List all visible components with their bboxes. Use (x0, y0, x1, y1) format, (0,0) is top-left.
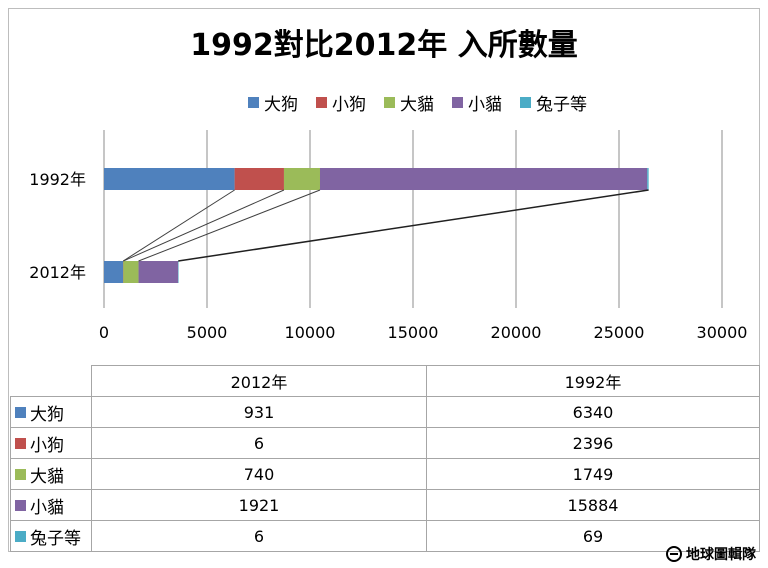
table-row-label: 兔子等 (10, 520, 92, 552)
table-series-name: 小貓 (30, 497, 64, 518)
table-row: 小貓 1921 15884 (10, 489, 760, 521)
x-tick-label: 15000 (388, 323, 439, 342)
legend-label: 小貓 (468, 94, 502, 115)
table-cell-1992: 6340 (426, 396, 760, 428)
y-tick-label: 2012年 (29, 263, 86, 282)
x-tick-label: 30000 (697, 323, 748, 342)
legend-swatch (452, 96, 463, 108)
table-series-name: 小狗 (30, 435, 64, 456)
series-line-0 (122, 189, 235, 262)
legend-label: 大貓 (400, 94, 434, 115)
legend-swatch (316, 96, 327, 108)
bar-chart: 0 5000 10000 15000 20000 25000 30000 1992年 2012年 (29, 130, 748, 342)
legend-label: 小狗 (332, 94, 366, 115)
legend-swatch (520, 96, 531, 108)
watermark: 地球圖輯隊 (666, 544, 756, 564)
bar-1-0 (104, 261, 124, 283)
bar-0-2 (283, 168, 320, 190)
table-swatch (15, 406, 26, 418)
table-row-label: 大貓 (10, 458, 92, 490)
bar-0-0 (104, 168, 235, 190)
table-cell-2012: 1921 (91, 489, 427, 521)
legend-item: 兔子等 (520, 90, 587, 115)
data-table: 2012年 1992年 大狗 931 6340 小狗 6 2396 大貓 740 1749 小貓 1… (10, 365, 760, 552)
legend: 大狗 小狗 大貓 小貓 兔子等 (248, 90, 605, 115)
table-header-2012: 2012年 (91, 365, 427, 397)
bar-0-3 (319, 168, 648, 190)
bar-1-2 (123, 261, 139, 283)
watermark-text: 地球圖輯隊 (686, 547, 756, 563)
x-tick-label: 20000 (491, 323, 542, 342)
table-row: 小狗 6 2396 (10, 427, 760, 459)
x-tick-label: 10000 (285, 323, 336, 342)
legend-item: 大貓 (384, 90, 434, 115)
table-cell-2012: 931 (91, 396, 427, 428)
legend-item: 小狗 (316, 90, 366, 115)
legend-swatch (248, 96, 259, 108)
table-row-label: 大狗 (10, 396, 92, 428)
bar-0-1 (234, 168, 284, 190)
legend-label: 兔子等 (536, 94, 587, 115)
series-line-2 (138, 189, 321, 262)
globe-icon (666, 546, 682, 562)
table-corner (10, 365, 92, 397)
table-cell-1992: 69 (426, 520, 760, 552)
table-row: 大狗 931 6340 (10, 396, 760, 428)
legend-swatch (384, 96, 395, 108)
table-cell-1992: 1749 (426, 458, 760, 490)
table-cell-2012: 6 (91, 427, 427, 459)
table-swatch (15, 437, 26, 449)
bar-1-4 (178, 261, 179, 283)
x-tick-label: 0 (99, 323, 109, 342)
legend-item: 小貓 (452, 90, 502, 115)
bar-0-4 (647, 168, 649, 190)
legend-item: 大狗 (248, 90, 298, 115)
table-swatch (15, 468, 26, 480)
table-header-1992: 1992年 (426, 365, 760, 397)
table-series-name: 兔子等 (30, 528, 81, 549)
x-tick-label: 5000 (187, 323, 228, 342)
table-row: 兔子等 6 69 (10, 520, 760, 552)
legend-label: 大狗 (264, 94, 298, 115)
series-line-1 (123, 189, 285, 262)
series-line-total (178, 189, 649, 262)
chart-title: 1992對比2012年 入所數量 (190, 28, 578, 63)
table-cell-2012: 6 (91, 520, 427, 552)
table-swatch (15, 530, 26, 542)
table-cell-2012: 740 (91, 458, 427, 490)
chart-frame (8, 8, 760, 552)
table-swatch (15, 499, 26, 511)
table-row: 大貓 740 1749 (10, 458, 760, 490)
table-cell-1992: 2396 (426, 427, 760, 459)
table-header-row: 2012年 1992年 (10, 365, 760, 397)
table-cell-1992: 15884 (426, 489, 760, 521)
table-series-name: 大貓 (30, 466, 64, 487)
table-series-name: 大狗 (30, 404, 64, 425)
bar-1-3 (138, 261, 179, 283)
x-tick-label: 25000 (594, 323, 645, 342)
y-tick-label: 1992年 (29, 170, 86, 189)
table-row-label: 小狗 (10, 427, 92, 459)
table-row-label: 小貓 (10, 489, 92, 521)
